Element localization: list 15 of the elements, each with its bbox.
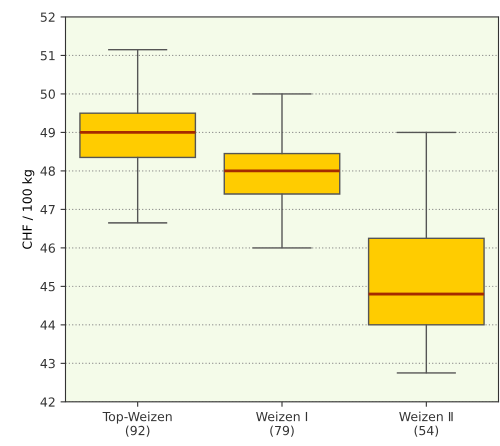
x-tick-label: Top-Weizen (92): [102, 412, 172, 437]
y-tick-label: 47: [40, 205, 55, 214]
y-tick-label: 46: [40, 243, 55, 253]
y-tick-label: 43: [40, 358, 55, 368]
x-tick-label: Weizen I (79): [256, 412, 308, 437]
y-tick-label: 44: [40, 320, 56, 330]
y-tick-label: 48: [40, 166, 55, 176]
y-tick-label: 50: [40, 89, 55, 99]
y-tick-label: 42: [40, 397, 55, 407]
y-tick-label: 45: [40, 282, 55, 292]
y-tick-label: 49: [40, 128, 55, 138]
y-tick-label: 51: [40, 51, 55, 60]
y-axis-title: CHF / 100 kg: [22, 170, 34, 249]
y-tick-label: 52: [40, 12, 55, 22]
x-tick-label: Weizen Ⅱ (54): [399, 412, 453, 437]
